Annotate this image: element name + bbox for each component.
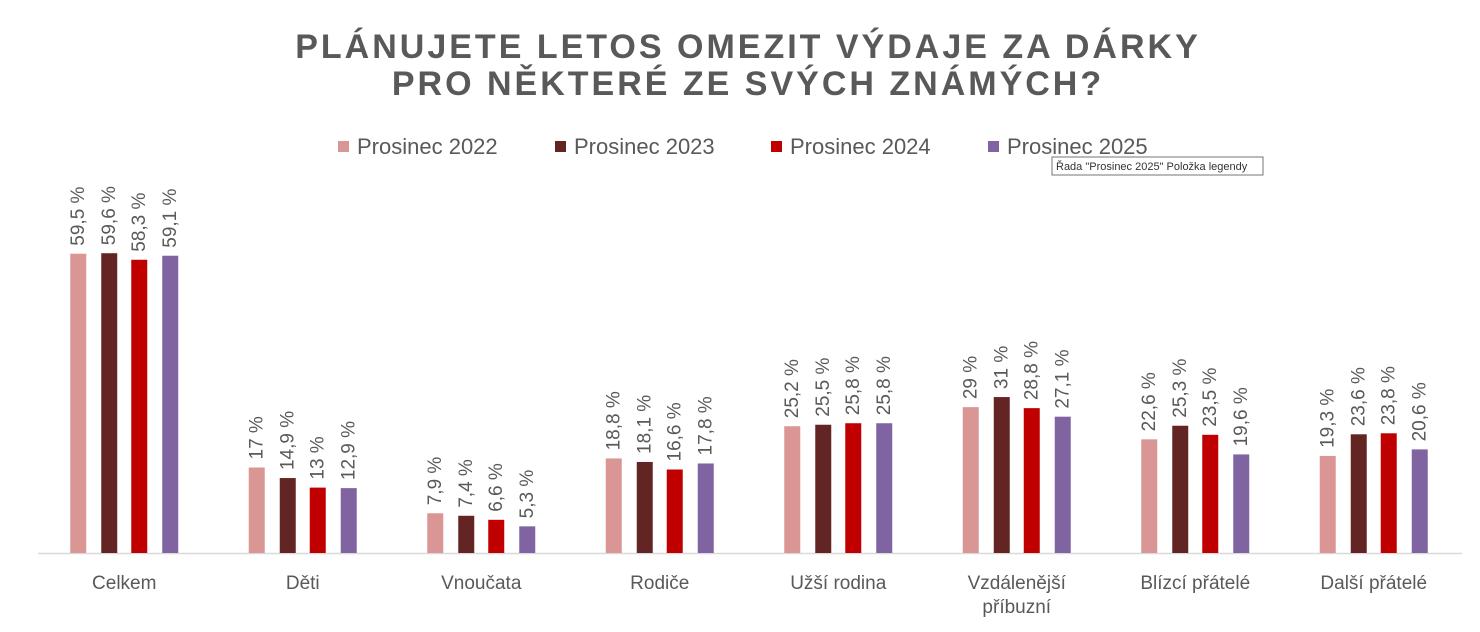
x-tick-label: Vnoučata (441, 573, 522, 594)
data-label: 7,9 % (425, 457, 446, 506)
legend-label: Prosinec 2022 (357, 134, 498, 159)
bar (101, 253, 118, 553)
bar (697, 463, 714, 553)
bar (131, 259, 148, 553)
x-tick-label: Vzdálenější příbuzní (968, 573, 1067, 618)
legend-swatch (338, 141, 349, 152)
data-label: 17 % (247, 416, 268, 459)
data-label: 23,6 % (1349, 367, 1370, 426)
data-label: 25,3 % (1170, 358, 1191, 417)
tooltip: Řada "Prosinec 2025" Položka legendy (1051, 156, 1264, 176)
bar (427, 513, 444, 553)
data-label: 18,8 % (604, 391, 625, 450)
x-tick-label: Celkem (92, 573, 156, 594)
bar (70, 253, 87, 553)
legend-label: Prosinec 2023 (574, 134, 715, 159)
data-label: 12,9 % (339, 421, 360, 480)
data-label: 25,8 % (843, 356, 864, 415)
bar (279, 478, 296, 553)
data-label: 25,2 % (782, 359, 803, 418)
data-label: 27,1 % (1053, 349, 1074, 408)
data-label: 31 % (992, 346, 1013, 389)
tooltip-text: Řada "Prosinec 2025" Položka legendy (1056, 160, 1248, 173)
bar (519, 526, 536, 553)
x-tick-label: Další přátelé (1320, 573, 1427, 594)
bar (876, 423, 893, 553)
data-label: 18,1 % (635, 395, 656, 454)
data-label: 25,8 % (874, 356, 895, 415)
bar (1233, 454, 1250, 553)
bar (1172, 425, 1189, 553)
bar (815, 424, 832, 553)
bar (1350, 434, 1367, 553)
bar (845, 423, 862, 553)
data-label: 19,3 % (1318, 389, 1339, 448)
data-label: 17,8 % (696, 396, 717, 455)
chart-title: PRO NĚKTERÉ ZE SVÝCH ZNÁMÝCH? (392, 65, 1104, 103)
bar (666, 469, 683, 553)
data-label: 13 % (308, 436, 329, 479)
data-label: 59,1 % (160, 188, 181, 247)
chart-title: PLÁNUJETE LETOS OMEZIT VÝDAJE ZA DÁRKY (295, 28, 1201, 66)
bar (1202, 434, 1219, 553)
data-label: 25,5 % (813, 357, 834, 416)
bar (962, 407, 979, 553)
data-label: 58,3 % (129, 192, 150, 251)
x-tick-label: Děti (286, 573, 320, 594)
data-label: 29 % (961, 356, 982, 399)
legend-swatch (771, 141, 782, 152)
bar (1411, 449, 1428, 553)
data-label: 20,6 % (1410, 382, 1431, 441)
bar (1023, 408, 1040, 553)
bar (605, 458, 622, 553)
bar (309, 487, 326, 553)
bar (1141, 439, 1158, 553)
data-label: 5,3 % (517, 470, 538, 519)
data-label: 59,5 % (68, 186, 89, 245)
bar (636, 461, 653, 553)
data-label: 28,8 % (1022, 341, 1043, 400)
x-tick-label: Rodiče (630, 573, 689, 594)
data-label: 23,8 % (1379, 366, 1400, 425)
bar (248, 467, 265, 553)
bar (1380, 433, 1397, 553)
data-label: 14,9 % (278, 411, 299, 470)
data-label: 23,5 % (1200, 368, 1221, 427)
legend-swatch (555, 141, 566, 152)
bar (1319, 455, 1336, 553)
x-tick-label: Užší rodina (790, 573, 887, 594)
bar (784, 426, 801, 553)
bar (162, 255, 179, 554)
bar (340, 488, 357, 553)
data-label: 19,6 % (1231, 387, 1252, 446)
data-label: 6,6 % (486, 463, 507, 512)
bar (488, 519, 505, 553)
bar (1054, 416, 1071, 553)
data-label: 7,4 % (456, 459, 477, 508)
x-tick-label: Blízcí přátelé (1140, 573, 1250, 594)
data-label: 22,6 % (1139, 372, 1160, 431)
tooltip-box (1051, 156, 1264, 176)
legend-swatch (988, 141, 999, 152)
bar (458, 515, 475, 553)
data-label: 16,6 % (665, 402, 686, 461)
bar (993, 397, 1010, 553)
legend-label: Prosinec 2024 (790, 134, 931, 159)
legend-label: Prosinec 2025 (1007, 134, 1148, 159)
data-label: 59,6 % (99, 186, 120, 245)
